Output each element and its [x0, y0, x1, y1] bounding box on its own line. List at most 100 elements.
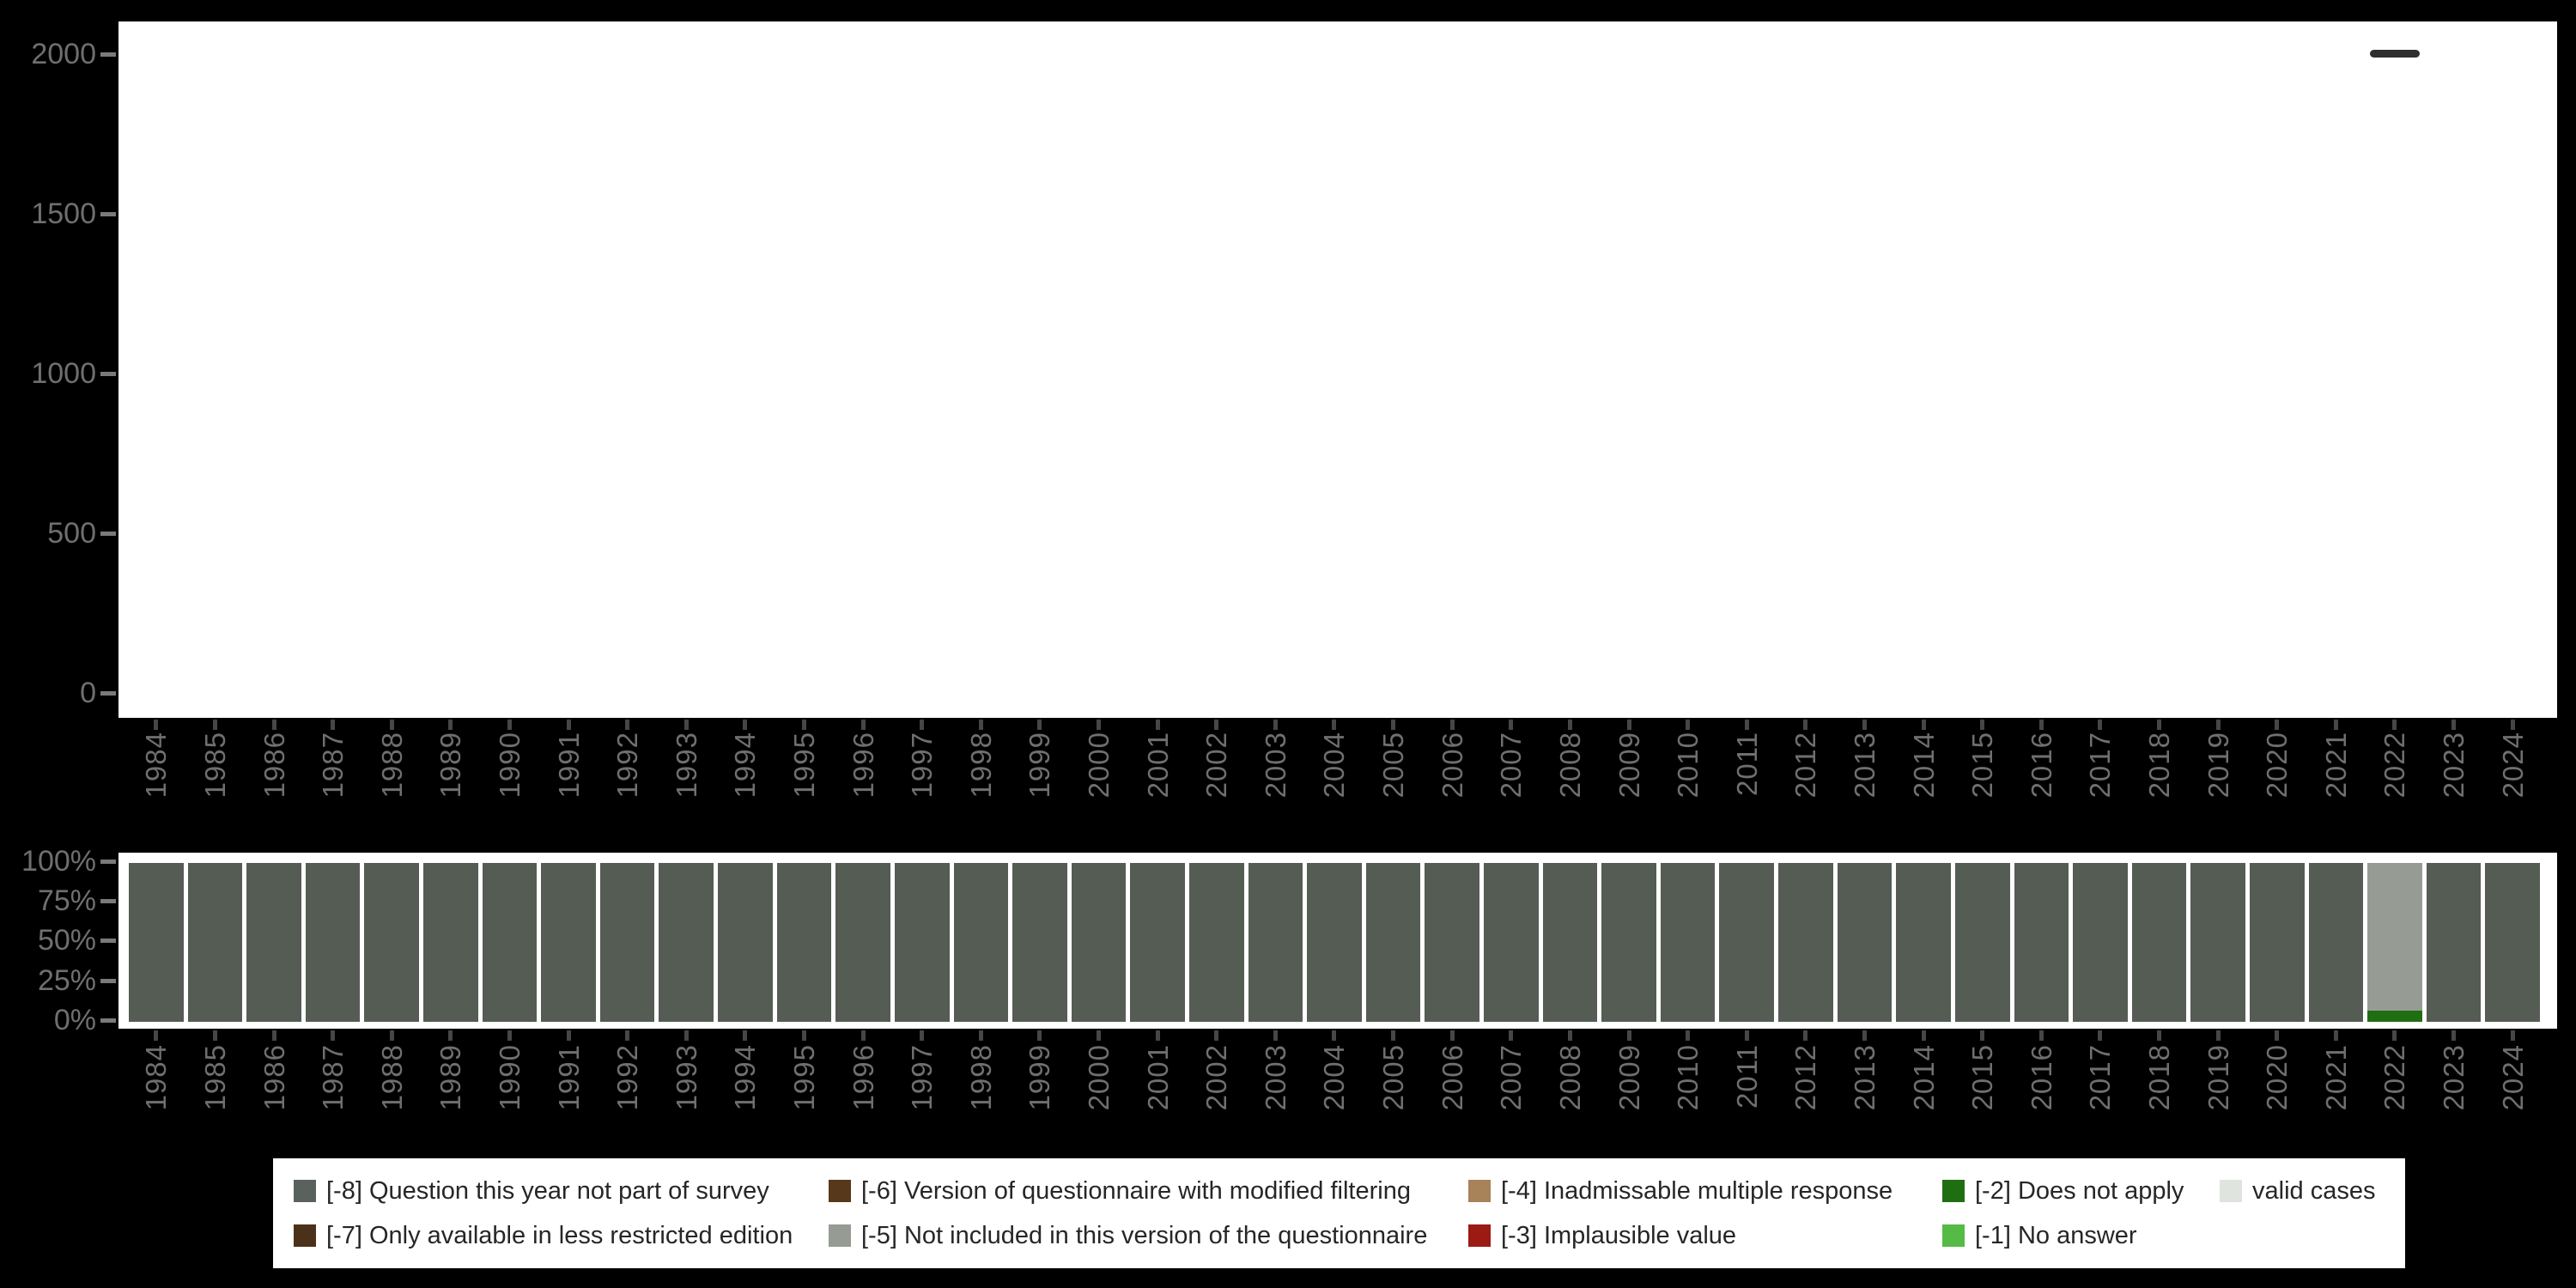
bar-segment-missing-8[interactable] — [2485, 863, 2540, 1022]
stacked-bar-2018[interactable] — [2131, 863, 2187, 1022]
bar-segment-missing-8[interactable] — [2308, 863, 2364, 1022]
stacked-bar-2023[interactable] — [2426, 863, 2482, 1022]
legend-item-valid[interactable]: valid cases — [2220, 1176, 2375, 1206]
bar-segment-missing-8[interactable] — [2426, 863, 2482, 1022]
bar-segment-missing-8[interactable] — [364, 863, 420, 1022]
stacked-bar-1992[interactable] — [599, 863, 655, 1022]
stacked-bar-1993[interactable] — [659, 863, 714, 1022]
stacked-bar-2001[interactable] — [1130, 863, 1185, 1022]
stacked-bar-1987[interactable] — [305, 863, 361, 1022]
legend-item-missing-4[interactable]: [-4] Inadmissable multiple response — [1468, 1176, 1893, 1206]
legend-item-missing-8[interactable]: [-8] Question this year not part of surv… — [294, 1176, 769, 1206]
stacked-bar-2020[interactable] — [2249, 863, 2305, 1022]
legend-item-missing-3[interactable]: [-3] Implausible value — [1468, 1220, 1736, 1251]
stacked-bar-1994[interactable] — [718, 863, 773, 1022]
stacked-bar-2006[interactable] — [1425, 863, 1480, 1022]
bar-segment-missing-8[interactable] — [1365, 863, 1421, 1022]
bar-segment-missing-8[interactable] — [1307, 863, 1362, 1022]
bar-segment-missing-8[interactable] — [1837, 863, 1893, 1022]
bar-segment-missing-8[interactable] — [1542, 863, 1598, 1022]
bar-segment-missing-8[interactable] — [129, 863, 184, 1022]
stacked-bar-2000[interactable] — [1071, 863, 1127, 1022]
bar-segment-missing-8[interactable] — [1248, 863, 1303, 1022]
stacked-bar-2024[interactable] — [2485, 863, 2540, 1022]
stacked-bar-1985[interactable] — [187, 863, 243, 1022]
bar-segment-missing-8[interactable] — [1188, 863, 1244, 1022]
stacked-bar-2003[interactable] — [1248, 863, 1303, 1022]
bar-segment-missing-8[interactable] — [599, 863, 655, 1022]
bar-segment-missing-8[interactable] — [1484, 863, 1539, 1022]
bar-segment-missing-8[interactable] — [482, 863, 538, 1022]
bar-segment-missing-8[interactable] — [1071, 863, 1127, 1022]
bar-segment-missing-8[interactable] — [187, 863, 243, 1022]
bar-segment-missing-8[interactable] — [2073, 863, 2128, 1022]
bar-segment-missing-8[interactable] — [2131, 863, 2187, 1022]
stacked-bar-1990[interactable] — [482, 863, 538, 1022]
stacked-bar-2015[interactable] — [1954, 863, 2010, 1022]
stacked-bar-2007[interactable] — [1484, 863, 1539, 1022]
bar-segment-missing-5[interactable] — [2367, 863, 2422, 1012]
stacked-bar-2002[interactable] — [1188, 863, 1244, 1022]
stacked-bar-1991[interactable] — [541, 863, 596, 1022]
legend-item-label: [-7] Only available in less restricted e… — [326, 1222, 793, 1249]
bar-segment-missing-8[interactable] — [835, 863, 890, 1022]
bar-segment-missing-8[interactable] — [1896, 863, 1951, 1022]
bar-segment-missing-8[interactable] — [1954, 863, 2010, 1022]
stacked-bar-2022[interactable] — [2367, 863, 2422, 1022]
x-axis-tick — [448, 720, 453, 730]
bar-segment-missing-8[interactable] — [1425, 863, 1480, 1022]
stacked-bar-2010[interactable] — [1660, 863, 1716, 1022]
stacked-bar-2014[interactable] — [1896, 863, 1951, 1022]
stacked-bar-1998[interactable] — [953, 863, 1009, 1022]
bar-segment-missing-8[interactable] — [1660, 863, 1716, 1022]
stacked-bar-1997[interactable] — [894, 863, 950, 1022]
x-axis-tick — [1214, 720, 1219, 730]
legend-item-missing-7[interactable]: [-7] Only available in less restricted e… — [294, 1220, 793, 1251]
legend-item-missing-2[interactable]: [-2] Does not apply — [1942, 1176, 2184, 1206]
bar-segment-missing-8[interactable] — [246, 863, 301, 1022]
stacked-bar-2016[interactable] — [2014, 863, 2069, 1022]
bar-segment-missing-8[interactable] — [1601, 863, 1656, 1022]
bar-segment-missing-8[interactable] — [2190, 863, 2245, 1022]
bar-segment-missing-8[interactable] — [1719, 863, 1775, 1022]
legend-item-missing-6[interactable]: [-6] Version of questionnaire with modif… — [829, 1176, 1411, 1206]
x-axis-year-label: 2006 — [1436, 1044, 1468, 1111]
bar-segment-missing-8[interactable] — [776, 863, 832, 1022]
stacked-bar-2008[interactable] — [1542, 863, 1598, 1022]
stacked-bar-1986[interactable] — [246, 863, 301, 1022]
stacked-bar-2009[interactable] — [1601, 863, 1656, 1022]
bar-segment-missing-8[interactable] — [659, 863, 714, 1022]
stacked-bar-2019[interactable] — [2190, 863, 2245, 1022]
bar-segment-missing-8[interactable] — [305, 863, 361, 1022]
stacked-bar-1995[interactable] — [776, 863, 832, 1022]
stacked-bar-1989[interactable] — [423, 863, 478, 1022]
bar-segment-missing-8[interactable] — [894, 863, 950, 1022]
x-axis-year-label: 2013 — [1848, 732, 1880, 799]
stacked-bar-1988[interactable] — [364, 863, 420, 1022]
bar-segment-missing-8[interactable] — [2014, 863, 2069, 1022]
bar-segment-missing-8[interactable] — [2249, 863, 2305, 1022]
stacked-bar-2004[interactable] — [1307, 863, 1362, 1022]
bar-segment-missing-8[interactable] — [1130, 863, 1185, 1022]
bar-segment-missing-8[interactable] — [953, 863, 1009, 1022]
legend-item-missing-1[interactable]: [-1] No answer — [1942, 1220, 2137, 1251]
stacked-bar-2005[interactable] — [1365, 863, 1421, 1022]
legend-item-missing-5[interactable]: [-5] Not included in this version of the… — [829, 1220, 1427, 1251]
bar-segment-missing-8[interactable] — [1012, 863, 1067, 1022]
stacked-bar-1984[interactable] — [129, 863, 184, 1022]
stacked-bar-1996[interactable] — [835, 863, 890, 1022]
bar-segment-missing-2[interactable] — [2367, 1011, 2422, 1022]
bar-segment-missing-8[interactable] — [423, 863, 478, 1022]
bar-segment-missing-8[interactable] — [1778, 863, 1833, 1022]
stacked-bar-1999[interactable] — [1012, 863, 1067, 1022]
stacked-bar-2021[interactable] — [2308, 863, 2364, 1022]
x-axis-tick — [212, 720, 217, 730]
x-axis-tick — [1921, 720, 1926, 730]
stacked-bar-2011[interactable] — [1719, 863, 1775, 1022]
stacked-bar-2012[interactable] — [1778, 863, 1833, 1022]
bar-segment-missing-8[interactable] — [718, 863, 773, 1022]
total-cases-marker[interactable] — [2369, 50, 2420, 58]
bar-segment-missing-8[interactable] — [541, 863, 596, 1022]
stacked-bar-2017[interactable] — [2073, 863, 2128, 1022]
stacked-bar-2013[interactable] — [1837, 863, 1893, 1022]
